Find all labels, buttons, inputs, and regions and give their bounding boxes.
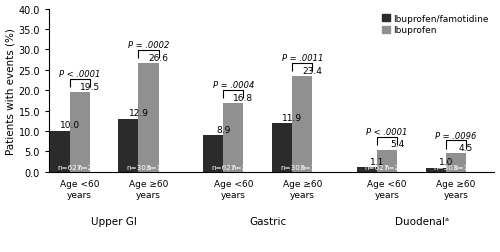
Bar [50, 132, 70, 172]
Text: 23.4: 23.4 [302, 66, 322, 75]
Text: n=154: n=154 [454, 164, 478, 170]
Text: n=298: n=298 [231, 164, 256, 170]
Text: n=298: n=298 [78, 164, 102, 170]
Text: 5.4: 5.4 [390, 140, 404, 148]
Text: n=627: n=627 [58, 164, 82, 170]
Text: 1.0: 1.0 [439, 158, 453, 166]
Bar [272, 124, 292, 172]
Text: n=298: n=298 [385, 164, 409, 170]
Text: 26.6: 26.6 [148, 53, 169, 62]
Text: P = .0096: P = .0096 [436, 131, 476, 140]
Bar [118, 120, 139, 172]
Text: P < .0001: P < .0001 [366, 127, 408, 136]
Text: n=154: n=154 [146, 164, 171, 170]
Text: n=303: n=303 [434, 164, 458, 170]
Bar [292, 77, 312, 172]
Bar [377, 150, 397, 172]
Bar [357, 168, 377, 172]
Legend: Ibuprofen/famotidine, Ibuprofen: Ibuprofen/famotidine, Ibuprofen [381, 14, 490, 36]
Text: 8.9: 8.9 [216, 125, 230, 134]
Bar [138, 64, 158, 172]
Bar [70, 93, 89, 172]
Text: n=154: n=154 [300, 164, 324, 170]
Text: 4.5: 4.5 [459, 143, 473, 152]
Bar [224, 104, 244, 172]
Text: 11.9: 11.9 [282, 113, 302, 122]
Text: P = .0004: P = .0004 [212, 81, 254, 90]
Bar [426, 168, 446, 172]
Text: n=627: n=627 [211, 164, 236, 170]
Text: n=303: n=303 [280, 164, 304, 170]
Y-axis label: Patients with events (%): Patients with events (%) [6, 28, 16, 154]
Text: n=627: n=627 [365, 164, 390, 170]
Bar [204, 136, 224, 172]
Text: P < .0001: P < .0001 [59, 70, 100, 79]
Text: Duodenalᵃ: Duodenalᵃ [394, 216, 448, 226]
Text: 1.1: 1.1 [370, 157, 384, 166]
Text: P = .0002: P = .0002 [128, 41, 169, 50]
Text: 16.8: 16.8 [233, 93, 254, 102]
Text: 12.9: 12.9 [128, 109, 148, 118]
Text: 10.0: 10.0 [60, 121, 80, 130]
Text: P = .0011: P = .0011 [282, 54, 323, 63]
Text: 19.5: 19.5 [80, 82, 100, 91]
Bar [446, 154, 466, 172]
Text: Gastric: Gastric [249, 216, 286, 226]
Text: Upper GI: Upper GI [91, 216, 137, 226]
Text: n=303: n=303 [126, 164, 150, 170]
